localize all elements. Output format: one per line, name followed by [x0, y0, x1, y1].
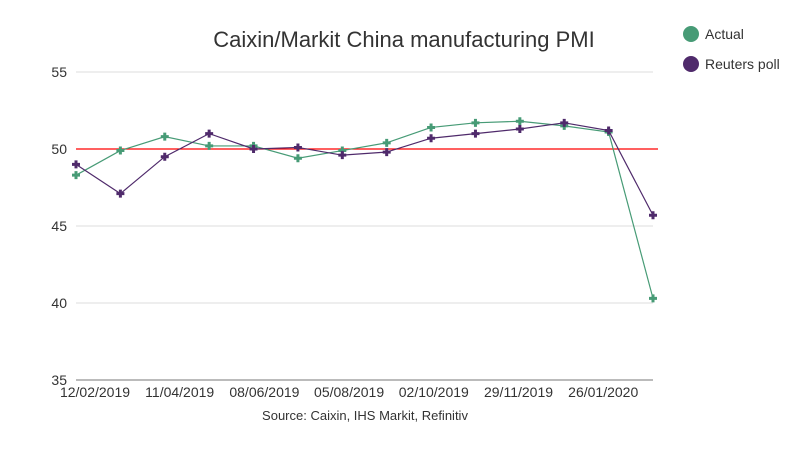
x-tick-label: 12/02/2019: [60, 384, 130, 400]
data-point: [471, 118, 480, 127]
data-point: [427, 123, 436, 132]
legend-marker: [683, 26, 699, 42]
series-line: [75, 122, 654, 216]
data-point: [471, 129, 480, 138]
data-point: [72, 160, 80, 169]
data-point: [515, 124, 524, 133]
x-tick-label: 08/06/2019: [229, 384, 299, 400]
data-point: [293, 143, 302, 152]
data-point: [160, 132, 169, 141]
data-point: [382, 148, 391, 157]
data-point: [205, 141, 214, 150]
data-point: [72, 171, 80, 180]
y-tick-label: 55: [51, 64, 67, 80]
data-point: [604, 126, 613, 135]
data-point: [205, 129, 214, 138]
data-point: [382, 138, 391, 147]
x-tick-label: 26/01/2020: [568, 384, 638, 400]
source-note: Source: Caixin, IHS Markit, Refinitiv: [262, 408, 468, 423]
x-tick-label: 02/10/2019: [399, 384, 469, 400]
data-point: [293, 154, 302, 163]
legend-label: Reuters poll: [705, 56, 780, 72]
legend-marker: [683, 56, 699, 72]
data-point: [160, 152, 169, 161]
y-tick-label: 45: [51, 218, 67, 234]
y-tick-label: 50: [51, 141, 67, 157]
data-point: [515, 117, 524, 126]
data-point: [560, 118, 569, 127]
data-point: [427, 134, 436, 143]
data-point: [649, 294, 657, 303]
legend-label: Actual: [705, 26, 744, 42]
data-point: [338, 151, 347, 160]
x-tick-label: 05/08/2019: [314, 384, 384, 400]
data-point: [649, 211, 657, 220]
data-point: [116, 146, 125, 155]
x-tick-label: 11/04/2019: [145, 384, 214, 400]
x-tick-label: 29/11/2019: [484, 384, 553, 400]
data-point: [338, 146, 347, 155]
y-tick-label: 40: [51, 295, 67, 311]
series-line: [75, 120, 654, 299]
data-point: [249, 145, 258, 153]
y-tick-label: 35: [51, 372, 67, 388]
chart-title: Caixin/Markit China manufacturing PMI: [213, 27, 594, 52]
data-point: [116, 189, 125, 198]
